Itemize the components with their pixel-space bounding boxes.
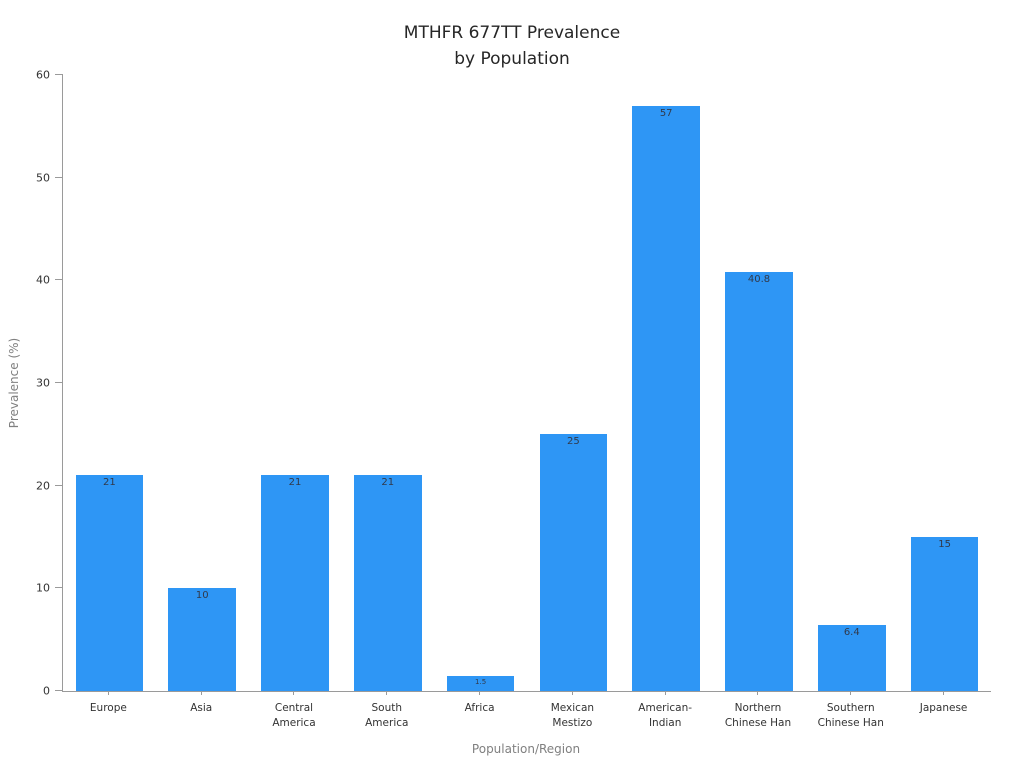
bar-series: 21 10 21 21 1.5 25 57 40.8 6.4 15	[63, 75, 991, 691]
x-tick-mark	[850, 691, 852, 695]
y-tick-mark	[55, 690, 63, 691]
x-tick-mark	[386, 691, 388, 695]
x-tick-label: Northern Chinese Han	[724, 702, 792, 729]
x-tick-mark	[200, 691, 202, 695]
x-tick-slot: Japanese	[897, 691, 990, 731]
bar-slot: 57	[620, 75, 713, 691]
bar: 15	[910, 537, 979, 691]
x-tick-slot: Europe	[62, 691, 155, 731]
x-tick-mark	[664, 691, 666, 695]
x-tick-label: Asia	[190, 702, 213, 714]
y-tick-mark	[55, 484, 63, 486]
bar-value-label: 21	[288, 477, 302, 489]
bar-slot: 21	[341, 75, 434, 691]
bar-value-label: 40.8	[747, 274, 771, 286]
y-axis-label: Prevalence (%)	[7, 337, 21, 429]
x-tick-slot: South America	[340, 691, 433, 731]
x-tick-slot: Central America	[248, 691, 341, 731]
bar: 6.4	[817, 625, 886, 691]
y-tick-mark	[55, 587, 63, 589]
x-tick-label: South America	[365, 702, 409, 729]
bar-value-label: 1.5	[475, 677, 487, 686]
bar-value-label: 15	[938, 539, 951, 550]
x-tick-mark	[571, 691, 573, 695]
bar-value-label: 21	[381, 477, 395, 489]
x-tick-slot: Mexican Mestizo	[526, 691, 619, 731]
bar-slot: 40.8	[713, 75, 806, 691]
bar-slot: 15	[898, 75, 991, 691]
x-tick-label: Central America	[272, 702, 316, 729]
bar-slot: 21	[63, 75, 156, 691]
y-tick-mark	[55, 279, 63, 281]
y-tick-label: 50	[36, 171, 50, 185]
bar: 21	[75, 475, 144, 691]
y-tick-label: 0	[43, 684, 50, 698]
x-axis-label: Population/Region	[471, 742, 581, 756]
bar-slot: 25	[527, 75, 620, 691]
bar-value-label: 21	[103, 477, 116, 489]
x-tick-mark	[757, 691, 759, 695]
x-tick-label: Japanese	[919, 702, 968, 714]
x-tick-slot: Africa	[433, 691, 526, 731]
bar-value-label: 10	[195, 590, 209, 602]
x-tick-slot: Southern Chinese Han	[804, 691, 897, 731]
bar: 10	[168, 588, 237, 691]
x-tick-label: Southern Chinese Han	[817, 702, 884, 729]
y-tick-label: 30	[36, 376, 50, 390]
y-tick-mark	[55, 382, 63, 383]
bar: 21	[353, 475, 422, 691]
x-tick-label: Europe	[89, 702, 127, 714]
x-tick-mark	[293, 691, 295, 695]
bar-slot: 21	[249, 75, 342, 691]
x-tick-mark	[107, 691, 109, 695]
x-tick-label: American- Indian	[638, 702, 693, 729]
x-tick-mark	[943, 691, 945, 695]
plot-area: 0 10 20 30 40 50 60 21 10 21 21 1.5 25 57 40.8 6.4 15	[36, 69, 991, 698]
y-tick-label: 40	[36, 273, 50, 287]
bar-value-label: 25	[567, 436, 580, 448]
bar-slot: 1.5	[434, 75, 527, 691]
x-tick-mark	[479, 691, 481, 695]
x-tick-label: Mexican Mestizo	[550, 702, 595, 729]
bar: 57	[632, 105, 701, 691]
x-axis-ticks: Europe Asia Central America South America Af…	[62, 691, 990, 731]
bar: 25	[539, 434, 608, 691]
y-tick-label: 60	[36, 68, 50, 82]
bar: 1.5	[446, 675, 515, 691]
y-tick-label: 20	[36, 479, 50, 493]
x-tick-slot: Northern Chinese Han	[712, 691, 805, 731]
x-tick-slot: American- Indian	[619, 691, 712, 731]
bar: 21	[261, 475, 329, 691]
bar-value-label: 57	[659, 107, 673, 119]
x-tick-label: Africa	[464, 702, 495, 714]
bar-slot: 6.4	[805, 75, 898, 691]
x-tick-slot: Asia	[155, 691, 248, 731]
y-tick-mark	[55, 74, 63, 75]
bar: 40.8	[725, 272, 793, 691]
chart-title: MTHFR 677TT Prevalence by Population	[403, 23, 621, 69]
bar-slot: 10	[156, 75, 249, 691]
y-tick-label: 10	[36, 581, 50, 595]
y-tick-mark	[55, 176, 63, 178]
bar-value-label: 6.4	[843, 627, 860, 639]
